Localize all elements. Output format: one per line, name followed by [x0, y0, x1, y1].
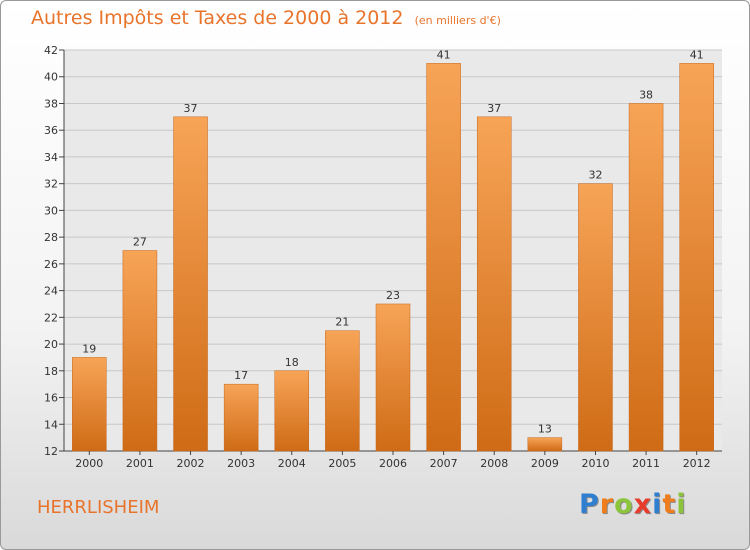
x-tick-label: 2010 [581, 457, 609, 470]
data-label: 19 [82, 342, 96, 355]
y-tick-label: 40 [44, 71, 58, 84]
bar [325, 330, 360, 452]
logo-letter: P [579, 489, 600, 520]
title-row: Autres Impôts et Taxes de 2000 à 2012 (e… [31, 7, 501, 29]
data-label: 21 [335, 316, 349, 329]
bar [628, 103, 664, 452]
y-tick-label: 32 [44, 178, 58, 191]
data-label: 37 [487, 102, 501, 115]
data-label: 17 [234, 369, 248, 382]
bar [476, 116, 512, 452]
bar [72, 357, 107, 452]
data-label: 27 [133, 236, 147, 249]
data-label: 41 [690, 48, 704, 61]
x-tick-label: 2007 [430, 457, 458, 470]
bar [527, 437, 563, 452]
y-tick-label: 36 [44, 124, 58, 137]
bar [274, 370, 310, 452]
x-tick-label: 2009 [531, 457, 559, 470]
logo-letter: x [633, 489, 653, 520]
logo-letter: o [614, 489, 634, 520]
bar [223, 383, 259, 452]
x-tick-label: 2008 [480, 457, 508, 470]
bar [122, 250, 158, 452]
y-tick-label: 16 [44, 392, 58, 405]
data-label: 13 [538, 423, 552, 436]
y-tick-label: 22 [44, 311, 58, 324]
y-tick-label: 20 [44, 338, 58, 351]
chart-subtitle: (en milliers d'€) [414, 14, 501, 27]
x-tick-label: 2006 [379, 457, 407, 470]
bar [173, 116, 208, 452]
x-tick-label: 2004 [278, 457, 306, 470]
x-tick-label: 2003 [227, 457, 255, 470]
x-tick-label: 2000 [75, 457, 103, 470]
y-tick-label: 38 [44, 97, 58, 110]
proxiti-logo: Proxiti [579, 489, 687, 520]
commune-name: HERRLISHEIM [37, 497, 160, 518]
y-tick-label: 14 [44, 418, 58, 431]
data-label: 41 [437, 48, 451, 61]
bar [375, 303, 411, 452]
data-label: 37 [184, 102, 198, 115]
y-tick-label: 42 [44, 44, 58, 57]
y-tick-label: 30 [44, 204, 58, 217]
data-label: 18 [285, 356, 299, 369]
data-label: 38 [639, 88, 653, 101]
logo-letter: i [676, 489, 687, 520]
logo-letter: i [652, 489, 663, 520]
bar [679, 63, 714, 452]
y-tick-label: 28 [44, 231, 58, 244]
x-tick-label: 2012 [683, 457, 711, 470]
y-tick-label: 12 [44, 445, 58, 458]
y-tick-label: 18 [44, 365, 58, 378]
y-tick-label: 26 [44, 258, 58, 271]
bar [426, 63, 461, 452]
x-tick-label: 2001 [126, 457, 154, 470]
logo-letter: t [662, 489, 677, 520]
bar [578, 183, 613, 452]
chart-title: Autres Impôts et Taxes de 2000 à 2012 [31, 7, 404, 29]
data-label: 32 [588, 169, 602, 182]
logo-letter: r [599, 489, 615, 520]
x-tick-label: 2011 [632, 457, 660, 470]
y-tick-label: 24 [44, 285, 58, 298]
x-tick-label: 2005 [328, 457, 356, 470]
y-tick-label: 34 [44, 151, 58, 164]
x-tick-label: 2002 [177, 457, 205, 470]
data-label: 23 [386, 289, 400, 302]
